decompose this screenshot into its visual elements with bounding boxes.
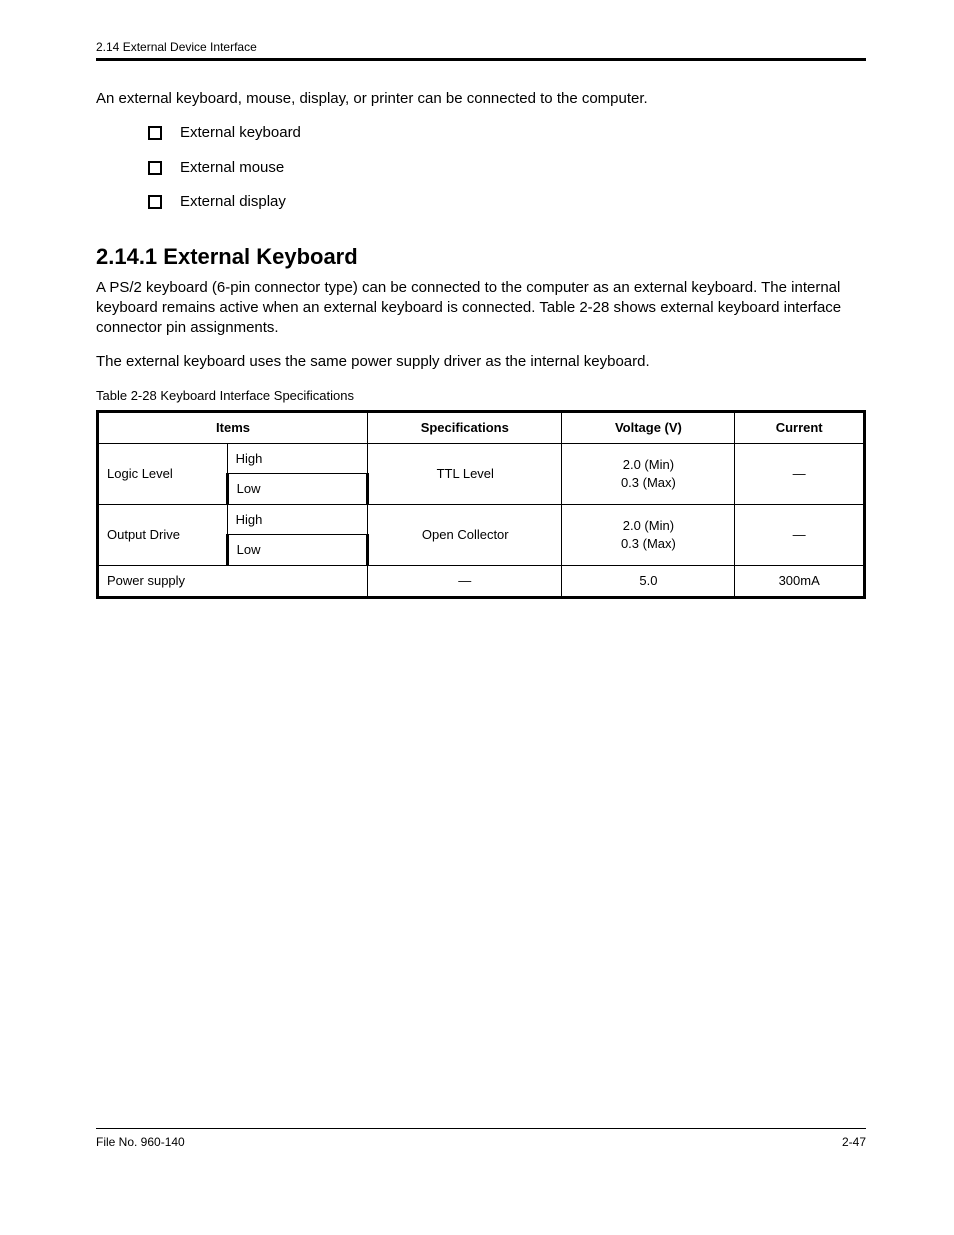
- table-header-row: Items Specifications Voltage (V) Current: [98, 412, 865, 444]
- running-head: 2.14 External Device Interface: [96, 40, 866, 54]
- table-cell: High: [227, 443, 367, 474]
- section-heading: 2.14.1 External Keyboard: [96, 242, 866, 272]
- table-cell: —: [735, 504, 865, 565]
- section-paragraph: The external keyboard uses the same powe…: [96, 352, 866, 372]
- square-bullet-icon: [148, 195, 162, 209]
- footer-left: File No. 960-140: [96, 1135, 185, 1149]
- feature-list: External keyboard External mouse Externa…: [96, 123, 866, 212]
- table-cell: TTL Level: [368, 443, 562, 504]
- page-footer: File No. 960-140 2-47: [96, 1128, 866, 1149]
- list-item: External mouse: [96, 158, 866, 178]
- header-rule: [96, 58, 866, 61]
- table-cell: Low: [227, 474, 367, 505]
- page-header: 2.14 External Device Interface: [96, 40, 866, 61]
- section-paragraph: A PS/2 keyboard (6-pin connector type) c…: [96, 278, 866, 339]
- table-header-cell: Items: [98, 412, 368, 444]
- table-cell: 5.0: [562, 565, 735, 597]
- table-header-cell: Specifications: [368, 412, 562, 444]
- table-cell: Logic Level: [98, 443, 228, 504]
- footer-rule: [96, 1128, 866, 1129]
- page-body: An external keyboard, mouse, display, or…: [96, 89, 866, 599]
- table-header-cell: Current: [735, 412, 865, 444]
- list-item-label: External display: [180, 192, 286, 212]
- table-cell: 2.0 (Min)0.3 (Max): [562, 443, 735, 504]
- table-cell: Power supply: [98, 565, 368, 597]
- table-cell: 300mA: [735, 565, 865, 597]
- list-item: External keyboard: [96, 123, 866, 143]
- table-cell: Output Drive: [98, 504, 228, 565]
- specifications-table: Items Specifications Voltage (V) Current…: [96, 410, 866, 598]
- table-row: Output Drive High Open Collector 2.0 (Mi…: [98, 504, 865, 535]
- intro-paragraph: An external keyboard, mouse, display, or…: [96, 89, 866, 109]
- table-cell: Low: [227, 535, 367, 566]
- table-row: Power supply — 5.0 300mA: [98, 565, 865, 597]
- table-cell: —: [735, 443, 865, 504]
- table-row: Logic Level High TTL Level 2.0 (Min)0.3 …: [98, 443, 865, 474]
- list-item-label: External mouse: [180, 158, 284, 178]
- list-item: External display: [96, 192, 866, 212]
- square-bullet-icon: [148, 126, 162, 140]
- square-bullet-icon: [148, 161, 162, 175]
- list-item-label: External keyboard: [180, 123, 301, 143]
- table-caption: Table 2-28 Keyboard Interface Specificat…: [96, 387, 866, 405]
- table-cell: —: [368, 565, 562, 597]
- table-cell: High: [227, 504, 367, 535]
- footer-right: 2-47: [842, 1135, 866, 1149]
- table-header-cell: Voltage (V): [562, 412, 735, 444]
- table-cell: Open Collector: [368, 504, 562, 565]
- table-cell: 2.0 (Min)0.3 (Max): [562, 504, 735, 565]
